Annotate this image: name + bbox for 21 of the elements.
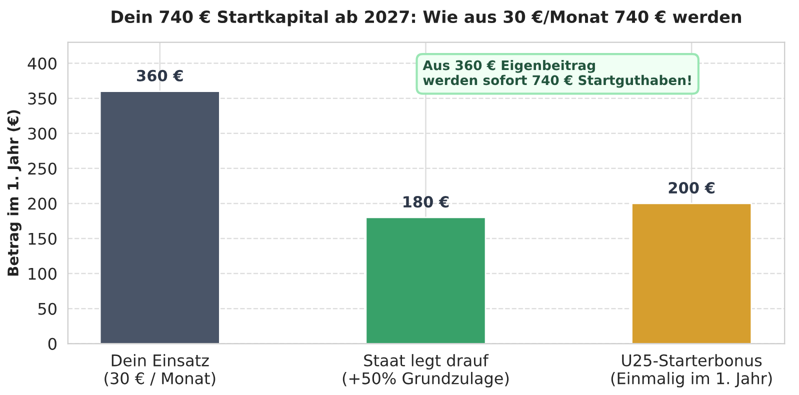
data-label: 180 € xyxy=(404,196,449,208)
x-tick-label: U25-Starterbonus (Einmalig im 1. Jahr) xyxy=(611,354,772,388)
x-tick-label: Dein Einsatz (30 € / Monat) xyxy=(104,354,216,386)
y-axis-title: Betrag im 1. Jahr (€) xyxy=(7,110,22,276)
y-tick-label: 400 xyxy=(28,58,56,70)
y-tick-label: 350 xyxy=(28,92,56,105)
y-tick-label: 300 xyxy=(28,128,56,140)
data-label: 360 € xyxy=(137,70,183,82)
x-tick-label: Staat legt drauf (+50% Grundzulage) xyxy=(342,354,509,388)
bar xyxy=(365,216,486,344)
y-tick-label: 0 xyxy=(48,338,56,350)
y-tick-label: 250 xyxy=(28,162,56,175)
y-tick-label: 200 xyxy=(28,198,56,210)
y-tick-label: 100 xyxy=(28,268,56,280)
bar xyxy=(631,202,752,344)
annotation: Aus 360 € Eigenbeitrag werden sofort 740 € Startguthaben! xyxy=(422,60,691,88)
y-tick-label: 50 xyxy=(38,302,56,315)
y-tick-label: 150 xyxy=(28,232,56,245)
data-label: 200 € xyxy=(668,182,714,194)
chart-title: Dein 740 € Startkapital ab 2027: Wie aus 30 €/Monat 740 € werden xyxy=(112,10,742,26)
bar xyxy=(99,90,220,344)
